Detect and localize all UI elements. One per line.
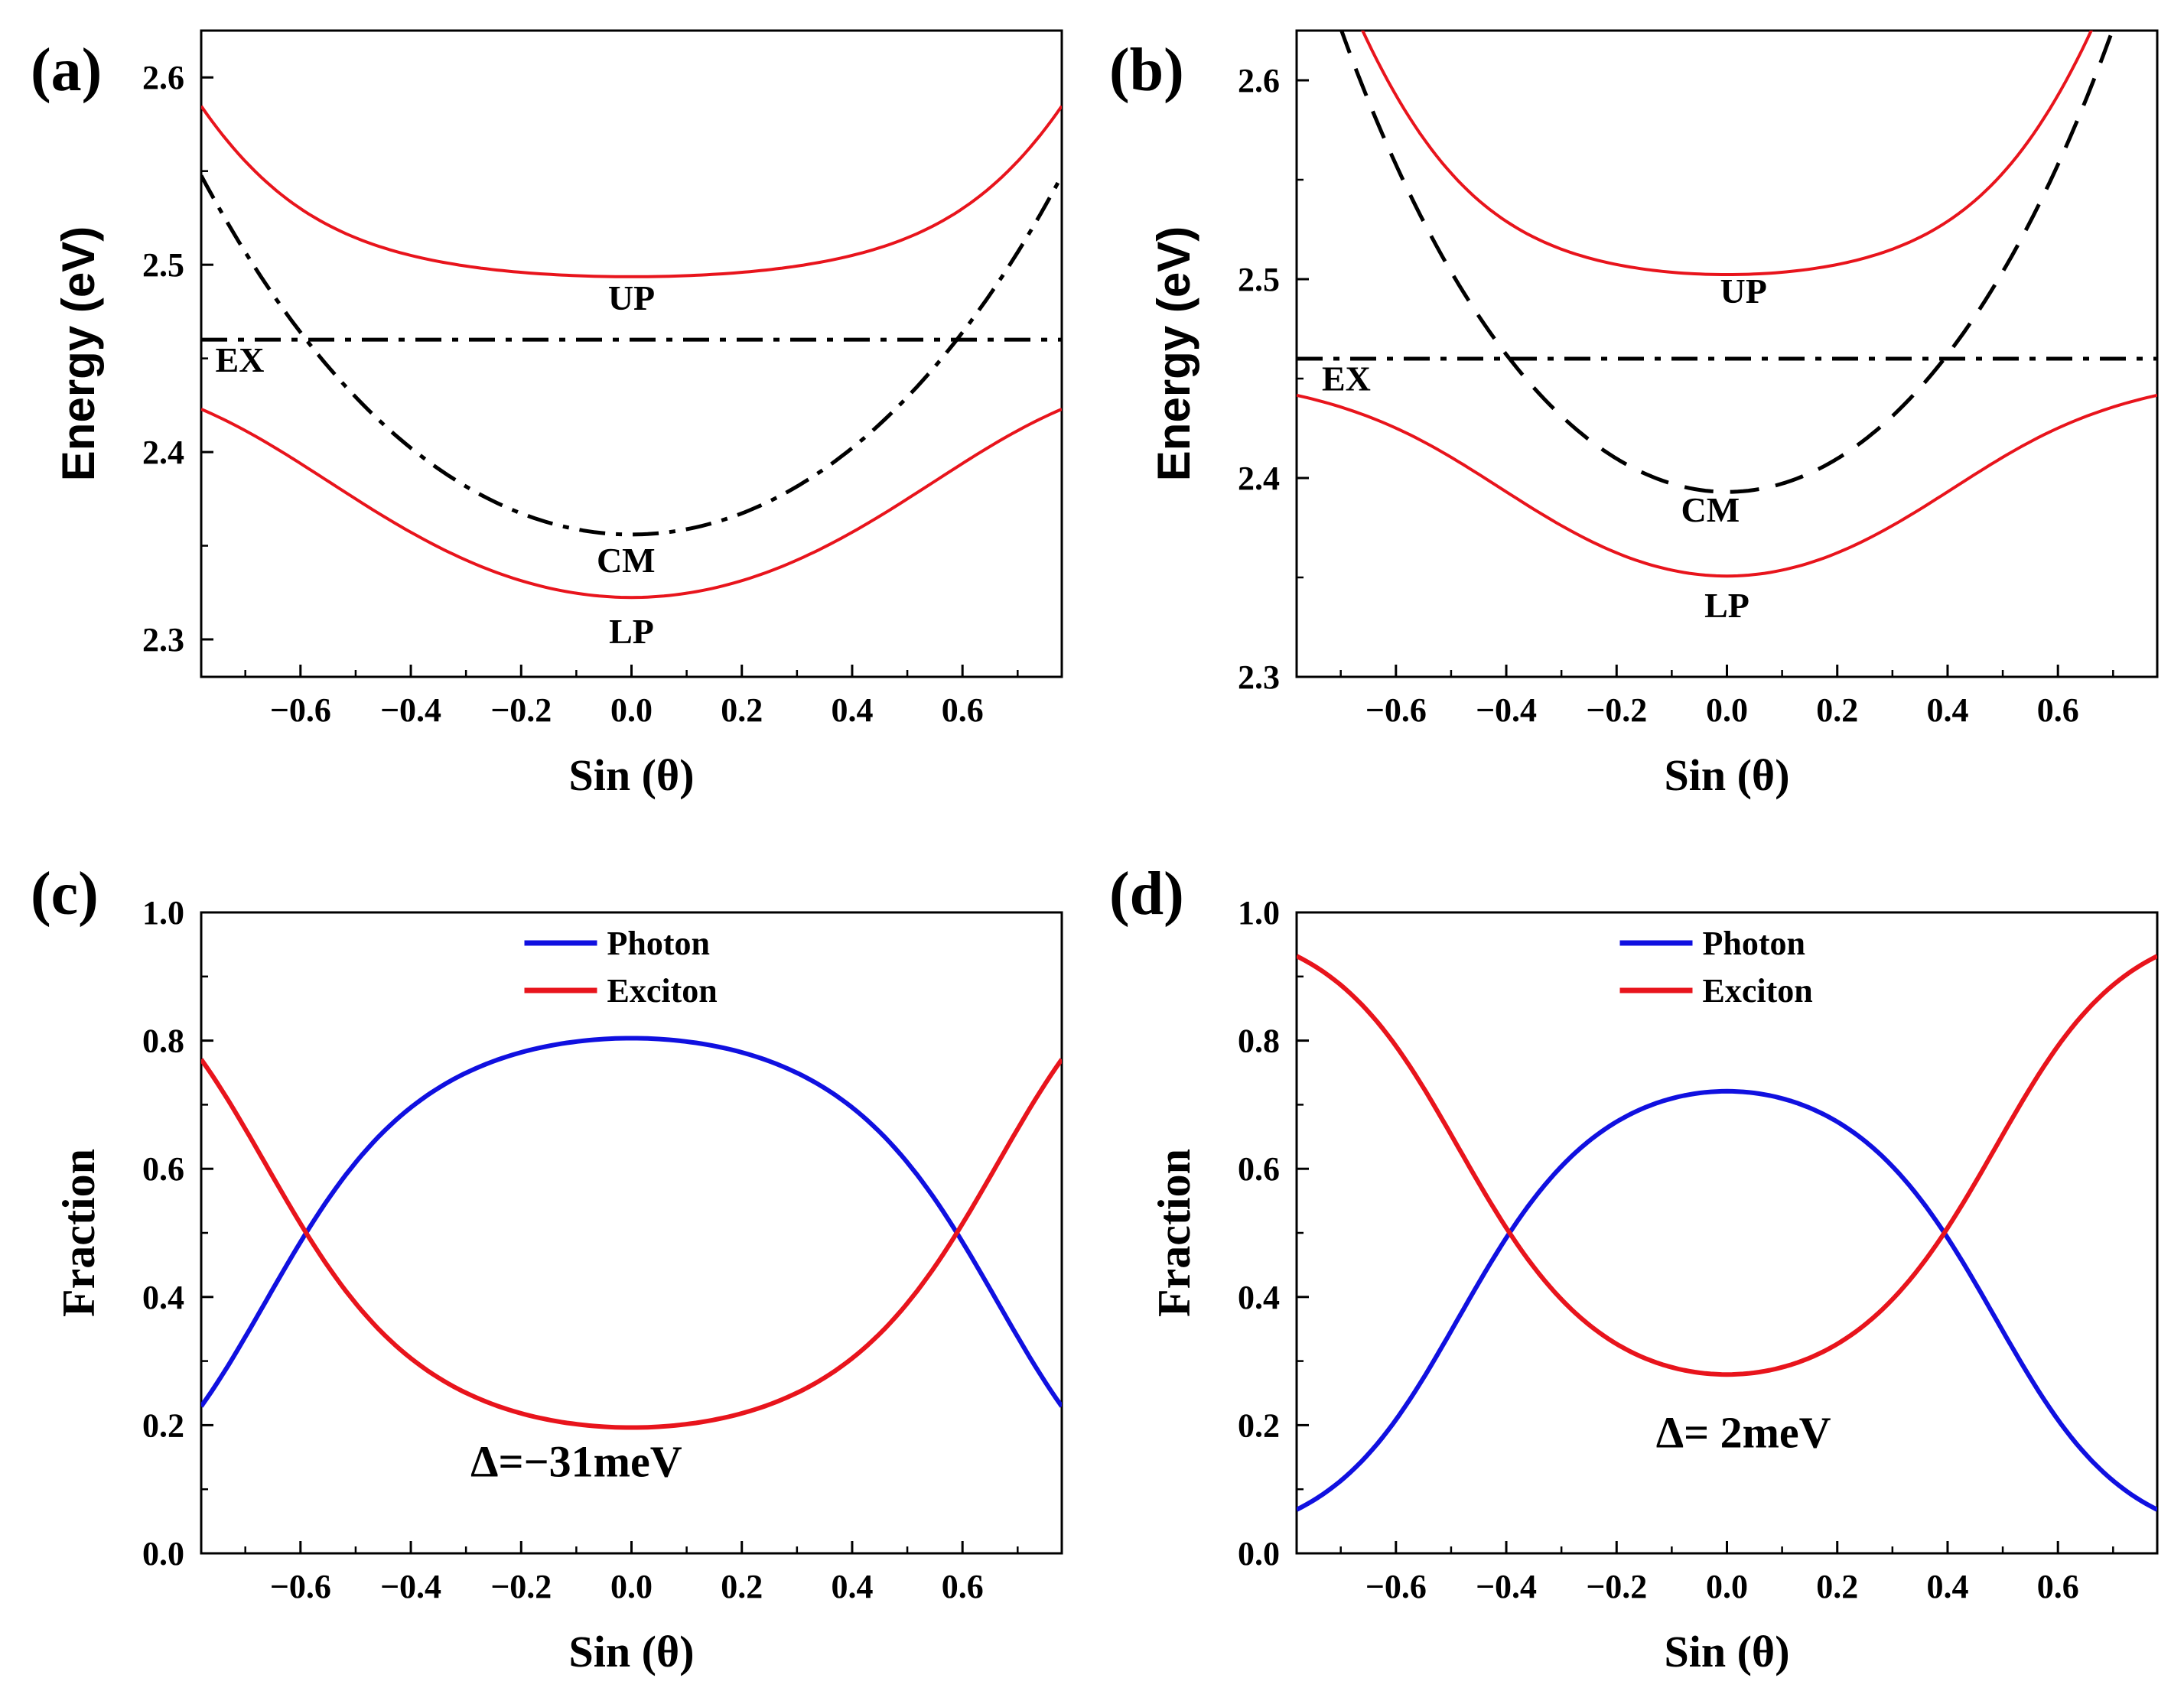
panel-label: (c) (31, 860, 99, 928)
panel-label: (b) (1109, 37, 1184, 104)
panel-1: −0.6 −0.4 −0.2 0.0 0.2 0.4 0.6 2.3 2.4 2.5 2.6 Sin … (31, 29, 1063, 800)
series-photon (1297, 1088, 2157, 1512)
series-photon (201, 1036, 1062, 1408)
y-tick-label: 2.3 (1238, 659, 1280, 696)
y-tick-label: 0.6 (1238, 1150, 1280, 1188)
plot-area (201, 105, 1062, 600)
y-tick-label: 2.4 (142, 434, 184, 471)
series-cm (1339, 31, 2115, 494)
x-tick-label: −0.6 (1365, 1568, 1427, 1605)
x-tick-label: 0.4 (1926, 1568, 1968, 1605)
curve-label-lp: LP (609, 612, 654, 651)
series-lp (1297, 393, 2157, 578)
x-tick-label: −0.4 (1476, 691, 1537, 729)
x-tick-label: 0.6 (2037, 691, 2079, 729)
x-axis-title: Sin (θ) (568, 1627, 694, 1676)
x-tick-label: −0.2 (490, 691, 552, 729)
series-lp (201, 408, 1062, 600)
x-axis-title: Sin (θ) (1664, 1627, 1789, 1676)
x-tick-label: −0.6 (270, 691, 331, 729)
x-tick-label: 0.6 (942, 1568, 984, 1605)
x-tick-label: 0.4 (1926, 691, 1968, 729)
series-cm (201, 174, 1062, 537)
x-tick-label: 0.6 (942, 691, 984, 729)
y-tick-label: 0.0 (142, 1535, 184, 1572)
x-tick-label: 0.0 (610, 1568, 653, 1605)
detuning-annotation: Δ=−31meV (470, 1436, 682, 1486)
x-tick-label: −0.4 (1476, 1568, 1537, 1605)
series-exciton (201, 1058, 1062, 1430)
curve-label-ex: EX (216, 340, 265, 379)
x-tick-label: −0.6 (270, 1568, 331, 1605)
y-tick-label: 0.2 (142, 1406, 184, 1444)
x-axis-title: Sin (θ) (568, 750, 694, 800)
legend-label-photon: Photon (1703, 925, 1805, 962)
x-tick-label: −0.4 (380, 691, 441, 729)
series-up (201, 105, 1062, 278)
x-tick-label: 0.6 (2037, 1568, 2079, 1605)
x-tick-label: −0.4 (380, 1568, 441, 1605)
panel-label: (d) (1109, 860, 1184, 928)
x-tick-label: 0.4 (831, 691, 873, 729)
series-up (1361, 31, 2093, 276)
y-tick-label: 2.3 (142, 621, 184, 659)
x-tick-label: −0.2 (1586, 691, 1647, 729)
x-tick-label: 0.0 (1706, 1568, 1748, 1605)
y-tick-label: 2.6 (1238, 62, 1280, 99)
curve-label-lp: LP (1704, 586, 1749, 625)
x-tick-label: 0.2 (721, 691, 763, 729)
x-tick-label: −0.6 (1365, 691, 1427, 729)
series-exciton (1297, 954, 2157, 1377)
x-tick-label: −0.2 (1586, 1568, 1647, 1605)
curve-label-up: UP (608, 278, 655, 317)
x-tick-label: 0.0 (1706, 691, 1748, 729)
y-tick-label: 2.5 (1238, 261, 1280, 298)
panel-label: (a) (31, 37, 102, 104)
x-tick-label: −0.2 (490, 1568, 552, 1605)
plot-frame (1295, 29, 2159, 678)
legend-label-exciton: Exciton (607, 972, 718, 1010)
curve-label-up: UP (1720, 272, 1766, 311)
x-tick-label: 0.4 (831, 1568, 873, 1605)
y-axis-title: Energy (eV) (53, 226, 104, 481)
y-tick-label: 0.4 (1238, 1279, 1280, 1316)
y-tick-label: 1.0 (142, 894, 184, 932)
detuning-annotation: Δ= 2meV (1656, 1408, 1831, 1458)
x-tick-label: 0.0 (610, 691, 653, 729)
panel-3: −0.6 −0.4 −0.2 0.0 0.2 0.4 0.6 0.0 0.2 0.4 0.6 0.8 1… (31, 860, 1063, 1676)
x-tick-label: 0.2 (721, 1568, 763, 1605)
y-tick-label: 2.5 (142, 246, 184, 284)
y-tick-label: 0.0 (1238, 1535, 1280, 1572)
y-axis-title: Fraction (1149, 1149, 1199, 1317)
y-tick-label: 0.8 (142, 1023, 184, 1060)
y-tick-label: 0.4 (142, 1279, 184, 1316)
legend-label-exciton: Exciton (1703, 972, 1813, 1010)
plot-area (1297, 31, 2157, 578)
x-tick-label: 0.2 (1816, 1568, 1858, 1605)
plot-area (201, 1036, 1062, 1430)
curve-label-cm: CM (1681, 490, 1740, 529)
curve-label-cm: CM (597, 541, 656, 580)
y-tick-label: 0.8 (1238, 1023, 1280, 1060)
y-tick-label: 0.2 (1238, 1406, 1280, 1444)
curve-label-ex: EX (1322, 359, 1371, 398)
y-tick-label: 2.6 (142, 59, 184, 96)
y-tick-label: 2.4 (1238, 460, 1280, 497)
panel-2: −0.6 −0.4 −0.2 0.0 0.2 0.4 0.6 2.3 2.4 2.5 2.6 Sin … (1109, 29, 2159, 800)
x-axis-title: Sin (θ) (1664, 750, 1789, 800)
x-tick-label: 0.2 (1816, 691, 1858, 729)
y-tick-label: 0.6 (142, 1150, 184, 1188)
legend-label-photon: Photon (607, 925, 710, 962)
y-axis-title: Fraction (54, 1149, 104, 1317)
y-tick-label: 1.0 (1238, 894, 1280, 932)
y-axis-title: Energy (eV) (1148, 226, 1199, 481)
plot-frame (200, 29, 1063, 678)
plot-area (1297, 954, 2157, 1512)
panel-4: −0.6 −0.4 −0.2 0.0 0.2 0.4 0.6 0.0 0.2 0.4 0.6 0.8 1… (1109, 860, 2159, 1676)
